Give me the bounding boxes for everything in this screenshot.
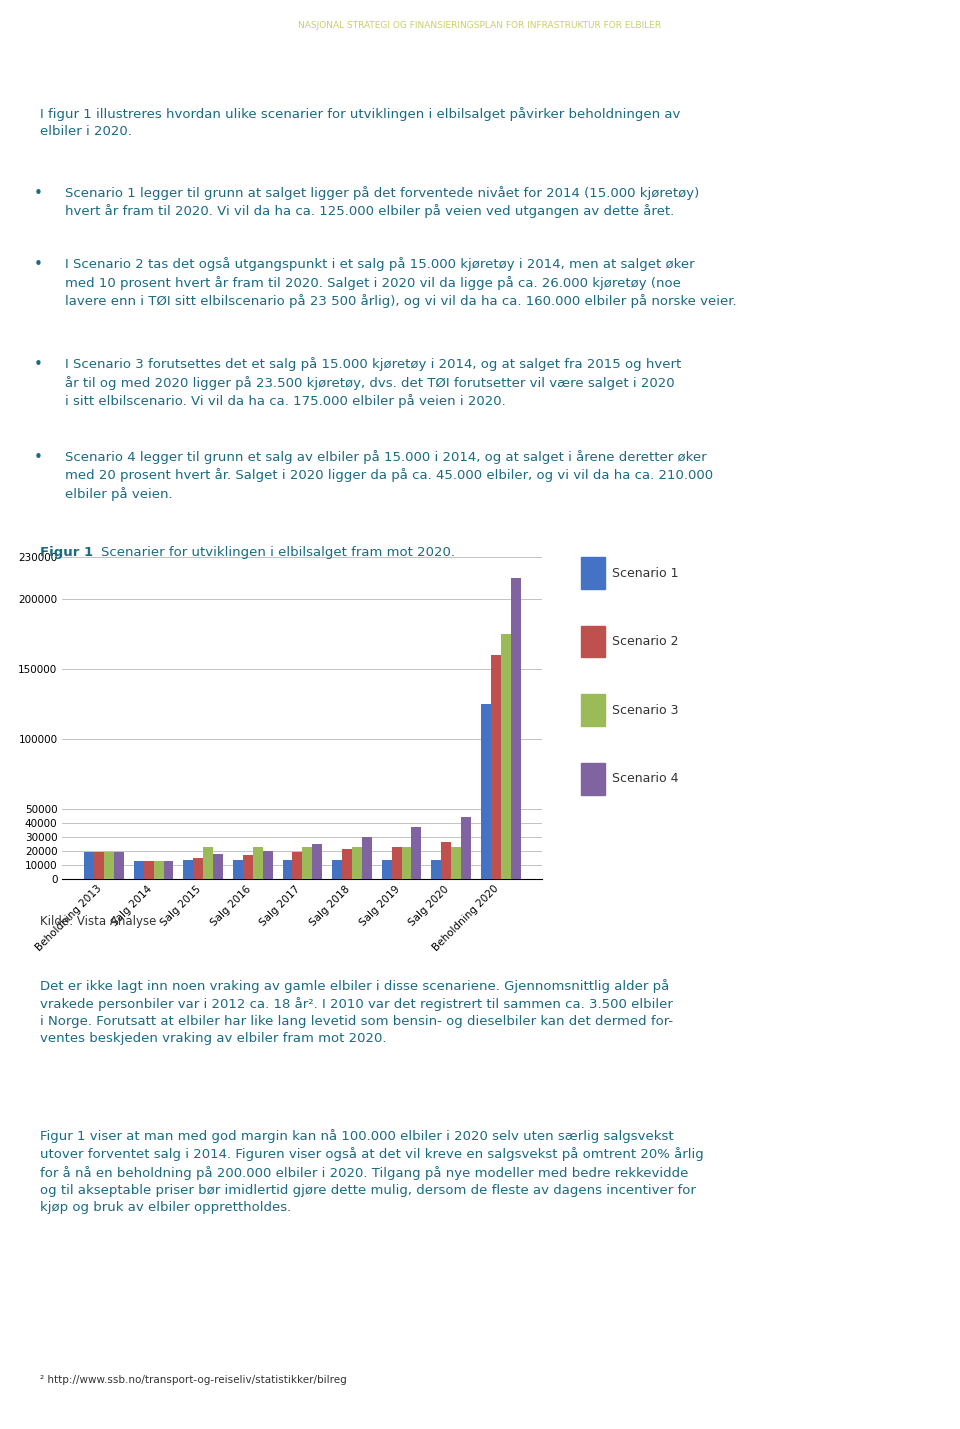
Bar xyxy=(163,860,174,879)
Bar xyxy=(282,860,293,879)
Text: •: • xyxy=(34,450,42,464)
Bar xyxy=(401,846,412,879)
Bar xyxy=(84,852,94,879)
Bar xyxy=(263,850,273,879)
Text: Scenario 1 legger til grunn at salget ligger på det forventede nivået for 2014 (: Scenario 1 legger til grunn at salget li… xyxy=(65,186,700,219)
Bar xyxy=(183,860,193,879)
Bar xyxy=(511,579,520,879)
Text: I Scenario 2 tas det også utgangspunkt i et salg på 15.000 kjøretøy i 2014, men : I Scenario 2 tas det også utgangspunkt i… xyxy=(65,257,737,307)
Bar xyxy=(94,852,104,879)
Text: Det er ikke lagt inn noen vraking av gamle elbiler i disse scenariene. Gjennomsn: Det er ikke lagt inn noen vraking av gam… xyxy=(40,979,674,1045)
Text: Scenario 2: Scenario 2 xyxy=(612,634,678,649)
Bar xyxy=(104,852,114,879)
Bar xyxy=(362,837,372,879)
Bar xyxy=(213,853,223,879)
Bar xyxy=(332,860,342,879)
Text: Scenario 1: Scenario 1 xyxy=(612,566,678,580)
Text: Scenario 4 legger til grunn et salg av elbiler på 15.000 i 2014, og at salget i : Scenario 4 legger til grunn et salg av e… xyxy=(65,450,713,500)
Bar xyxy=(342,849,352,879)
Bar xyxy=(114,852,124,879)
Bar xyxy=(312,845,323,879)
Bar xyxy=(204,846,213,879)
Text: Scenario 3: Scenario 3 xyxy=(612,703,678,717)
Bar xyxy=(392,846,401,879)
Bar xyxy=(461,817,471,879)
Text: •: • xyxy=(34,257,42,272)
Bar xyxy=(431,860,442,879)
Text: •: • xyxy=(34,357,42,372)
Bar xyxy=(491,654,501,879)
Bar xyxy=(302,846,312,879)
Bar xyxy=(481,704,491,879)
Text: Figur 1: Figur 1 xyxy=(40,546,93,559)
Text: Scenario 4: Scenario 4 xyxy=(612,772,678,786)
Bar xyxy=(154,860,163,879)
Bar xyxy=(243,855,252,879)
Text: ² http://www.ssb.no/transport-og-reiseliv/statistikker/bilreg: ² http://www.ssb.no/transport-og-reiseli… xyxy=(40,1375,348,1385)
Bar xyxy=(293,852,302,879)
Text: 3: 3 xyxy=(867,1399,880,1419)
Bar xyxy=(193,857,204,879)
Text: I Scenario 3 forutsettes det et salg på 15.000 kjøretøy i 2014, og at salget fra: I Scenario 3 forutsettes det et salg på … xyxy=(65,357,682,407)
Text: Scenarier for utviklingen i elbilsalget fram mot 2020.: Scenarier for utviklingen i elbilsalget … xyxy=(101,546,455,559)
Text: Kilde: Vista Analyse: Kilde: Vista Analyse xyxy=(40,915,156,927)
Text: NASJONAL STRATEGI OG FINANSIERINGSPLAN FOR INFRASTRUKTUR FOR ELBILER: NASJONAL STRATEGI OG FINANSIERINGSPLAN F… xyxy=(299,21,661,30)
Bar xyxy=(501,634,511,879)
Bar xyxy=(442,843,451,879)
Bar xyxy=(451,846,461,879)
Bar xyxy=(352,846,362,879)
Text: •: • xyxy=(34,186,42,200)
Bar xyxy=(233,860,243,879)
Bar xyxy=(252,846,263,879)
Bar xyxy=(133,860,144,879)
Text: Figur 1 viser at man med god margin kan nå 100.000 elbiler i 2020 selv uten særl: Figur 1 viser at man med god margin kan … xyxy=(40,1129,704,1213)
Bar xyxy=(382,860,392,879)
Bar xyxy=(144,860,154,879)
Text: I figur 1 illustreres hvordan ulike scenarier for utviklingen i elbilsalget påvi: I figur 1 illustreres hvordan ulike scen… xyxy=(40,107,681,139)
Bar xyxy=(412,827,421,879)
